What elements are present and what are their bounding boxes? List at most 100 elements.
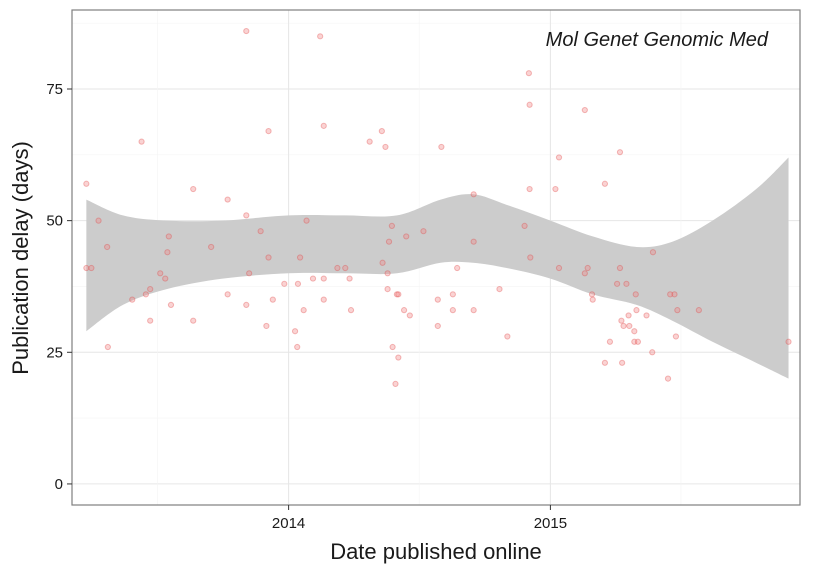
data-point bbox=[309, 275, 317, 282]
data-point bbox=[496, 285, 503, 293]
data-point bbox=[320, 275, 327, 282]
data-point bbox=[342, 264, 349, 272]
data-point bbox=[382, 143, 389, 151]
y-tick-label: 25 bbox=[46, 344, 63, 361]
data-points bbox=[83, 27, 792, 387]
data-point bbox=[243, 301, 250, 308]
data-point bbox=[347, 307, 355, 314]
data-point bbox=[147, 285, 154, 293]
data-point bbox=[526, 185, 533, 193]
data-point bbox=[83, 264, 90, 272]
data-point bbox=[88, 264, 95, 272]
data-point bbox=[552, 185, 559, 193]
data-point bbox=[162, 275, 169, 282]
data-point bbox=[527, 254, 534, 261]
data-point bbox=[620, 322, 627, 330]
data-point bbox=[526, 101, 533, 108]
data-point bbox=[190, 185, 197, 193]
data-point bbox=[83, 180, 90, 187]
data-point bbox=[320, 296, 327, 303]
data-point bbox=[625, 312, 632, 319]
data-point bbox=[581, 106, 588, 114]
data-point bbox=[303, 217, 310, 224]
x-tick-label: 2015 bbox=[534, 515, 567, 532]
data-point bbox=[224, 291, 231, 298]
data-point bbox=[403, 233, 410, 240]
data-point bbox=[633, 307, 640, 314]
data-point bbox=[470, 191, 477, 198]
x-tick-label: 2014 bbox=[272, 515, 305, 532]
data-point bbox=[384, 270, 391, 277]
data-point bbox=[389, 343, 396, 351]
data-point bbox=[95, 217, 102, 224]
data-point bbox=[626, 322, 633, 330]
data-point bbox=[388, 222, 395, 230]
y-axis-ticks: 0 25 50 75 bbox=[46, 81, 72, 493]
data-point bbox=[555, 264, 563, 272]
data-point bbox=[454, 264, 461, 272]
data-point bbox=[104, 343, 111, 351]
data-point bbox=[138, 138, 145, 145]
data-point bbox=[395, 354, 402, 361]
data-point bbox=[674, 307, 681, 314]
data-point bbox=[589, 296, 596, 303]
data-point bbox=[281, 280, 288, 287]
data-point bbox=[632, 291, 639, 298]
data-point bbox=[555, 154, 563, 161]
data-point bbox=[263, 322, 270, 330]
data-point bbox=[294, 280, 302, 287]
data-point bbox=[246, 270, 253, 277]
data-point bbox=[142, 291, 149, 298]
data-point bbox=[470, 307, 477, 314]
data-point bbox=[395, 291, 402, 298]
data-point bbox=[616, 149, 624, 156]
data-point bbox=[671, 291, 678, 298]
data-point bbox=[631, 338, 638, 345]
data-point bbox=[243, 212, 250, 219]
data-point bbox=[243, 27, 250, 35]
data-point bbox=[294, 343, 301, 351]
data-point bbox=[300, 307, 307, 314]
y-axis-title: Publication delay (days) bbox=[8, 141, 33, 375]
data-point bbox=[601, 359, 609, 366]
plot-panel-border bbox=[71, 9, 801, 506]
data-point bbox=[224, 196, 231, 203]
data-point bbox=[601, 180, 609, 187]
data-point bbox=[449, 307, 456, 314]
data-point bbox=[584, 264, 591, 272]
data-point bbox=[785, 338, 792, 345]
data-point bbox=[366, 138, 373, 145]
data-point bbox=[649, 349, 656, 356]
data-point bbox=[634, 338, 642, 345]
data-point bbox=[334, 264, 341, 272]
data-point bbox=[438, 143, 445, 151]
data-point bbox=[164, 249, 171, 256]
data-point bbox=[618, 317, 625, 324]
y-tick-label: 0 bbox=[55, 476, 63, 493]
data-point bbox=[525, 70, 532, 77]
data-point bbox=[619, 359, 626, 366]
data-point bbox=[378, 128, 385, 135]
data-point bbox=[208, 243, 215, 251]
y-tick-label: 50 bbox=[46, 213, 63, 230]
data-point bbox=[504, 333, 511, 340]
data-point bbox=[581, 270, 588, 277]
data-point bbox=[291, 328, 299, 335]
data-point bbox=[606, 338, 614, 345]
data-point bbox=[379, 259, 386, 266]
data-point bbox=[265, 128, 272, 135]
x-axis-title: Date published online bbox=[330, 539, 542, 564]
data-point bbox=[631, 328, 638, 335]
data-point bbox=[296, 254, 304, 261]
data-point bbox=[269, 296, 276, 303]
data-point bbox=[643, 312, 650, 319]
data-point bbox=[104, 243, 111, 251]
data-point bbox=[616, 264, 624, 272]
data-point bbox=[165, 233, 172, 240]
data-point bbox=[317, 33, 324, 40]
data-point bbox=[129, 296, 136, 303]
data-point bbox=[667, 291, 674, 298]
data-point bbox=[588, 291, 596, 298]
x-axis-ticks: 2014 2015 bbox=[272, 505, 567, 532]
data-point bbox=[147, 317, 154, 324]
